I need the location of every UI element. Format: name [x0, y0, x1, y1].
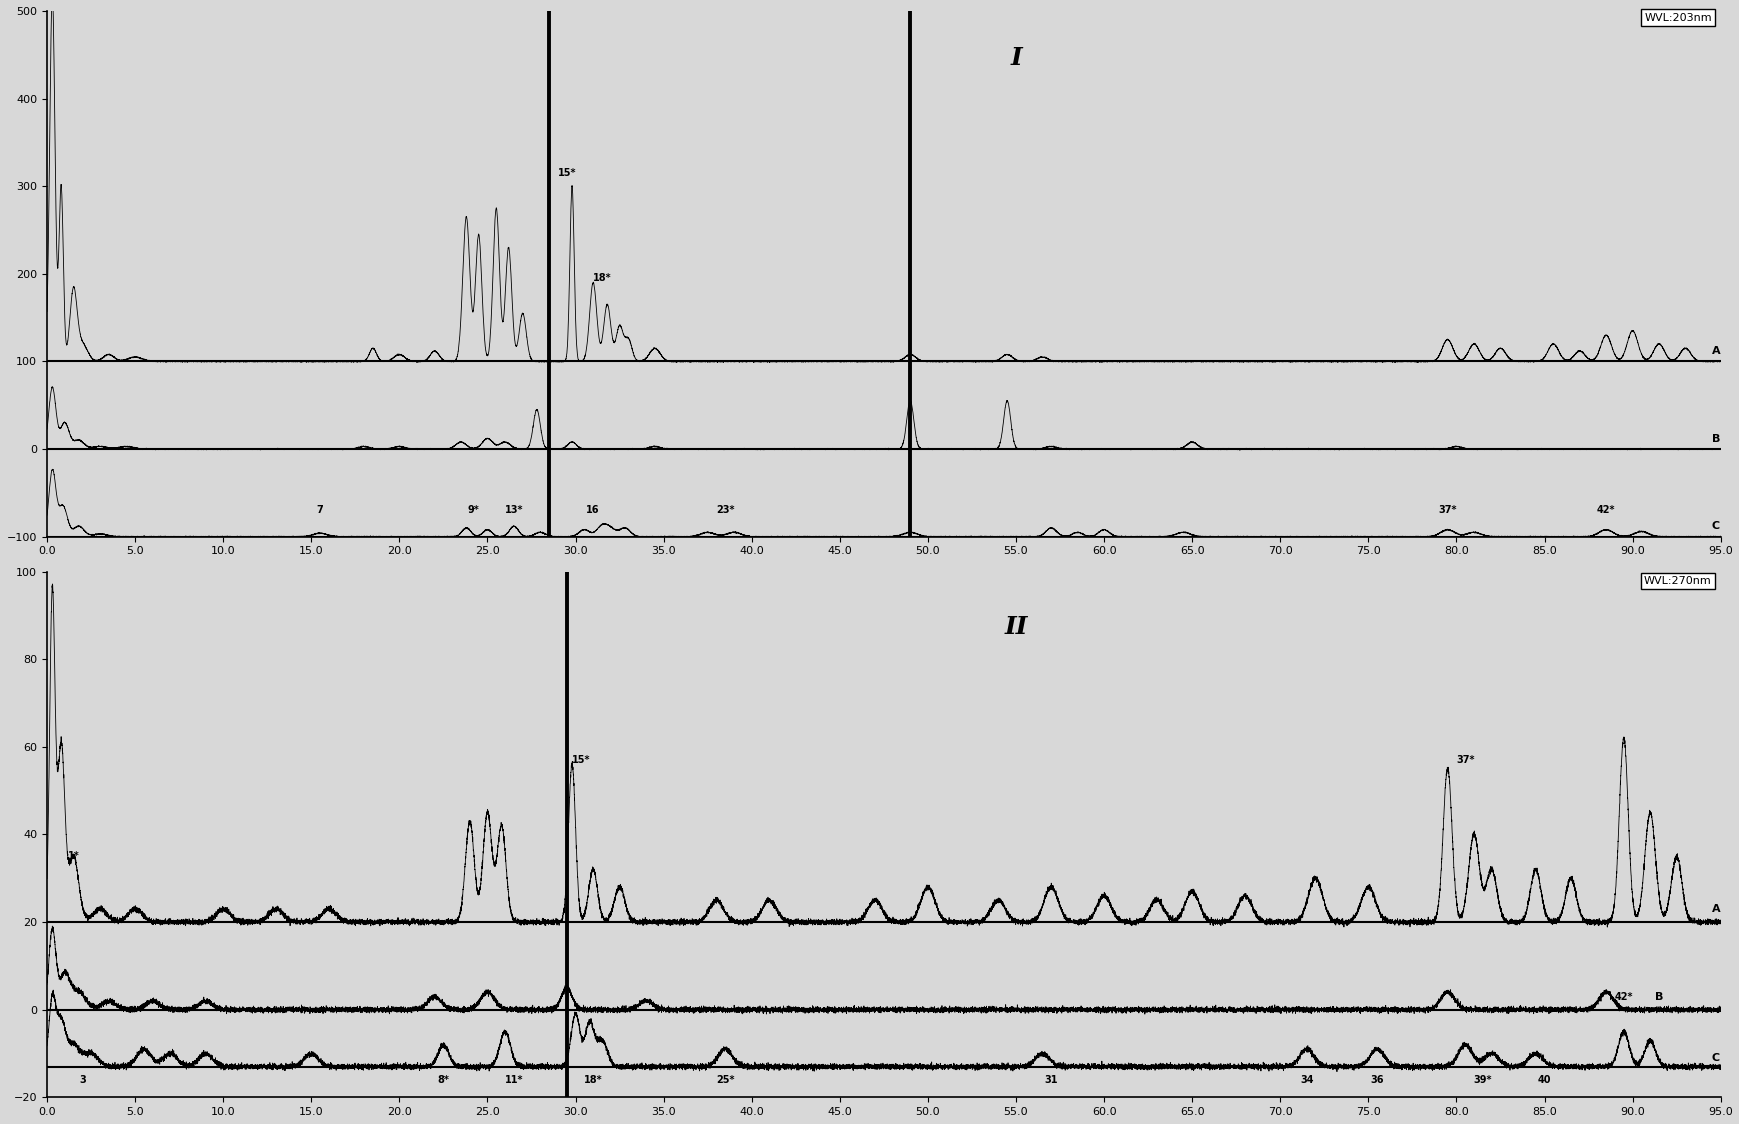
- Text: A: A: [1711, 346, 1720, 356]
- Text: 25*: 25*: [716, 1075, 734, 1085]
- Text: 42*: 42*: [1596, 506, 1614, 516]
- Text: 15*: 15*: [556, 169, 576, 178]
- Text: 23*: 23*: [716, 506, 734, 516]
- Text: 9*: 9*: [468, 506, 478, 516]
- Text: 39*: 39*: [1473, 1075, 1492, 1085]
- Text: 7: 7: [316, 506, 323, 516]
- Text: 37*: 37*: [1456, 755, 1473, 765]
- Text: 36: 36: [1370, 1075, 1383, 1085]
- Text: 11*: 11*: [504, 1075, 523, 1085]
- Text: C: C: [1711, 522, 1720, 532]
- Text: 31: 31: [1043, 1075, 1057, 1085]
- Text: C: C: [1711, 1053, 1720, 1063]
- Text: 15*: 15*: [572, 755, 590, 765]
- Text: 18*: 18*: [593, 273, 610, 283]
- Text: 16: 16: [586, 506, 600, 516]
- Text: 1*: 1*: [68, 851, 80, 861]
- Text: 34: 34: [1299, 1075, 1313, 1085]
- Text: I: I: [1010, 46, 1021, 70]
- Text: 40: 40: [1537, 1075, 1551, 1085]
- Text: 13*: 13*: [504, 506, 523, 516]
- Text: 42*: 42*: [1614, 991, 1633, 1001]
- Text: 8*: 8*: [436, 1075, 449, 1085]
- Text: WVL:270nm: WVL:270nm: [1643, 575, 1711, 586]
- Text: WVL:203nm: WVL:203nm: [1643, 12, 1711, 22]
- Text: 37*: 37*: [1438, 506, 1456, 516]
- Text: B: B: [1654, 991, 1662, 1001]
- Text: 18*: 18*: [584, 1075, 602, 1085]
- Text: 3: 3: [78, 1075, 85, 1085]
- Text: II: II: [1003, 615, 1028, 640]
- Text: B: B: [1711, 434, 1720, 444]
- Text: A: A: [1711, 904, 1720, 914]
